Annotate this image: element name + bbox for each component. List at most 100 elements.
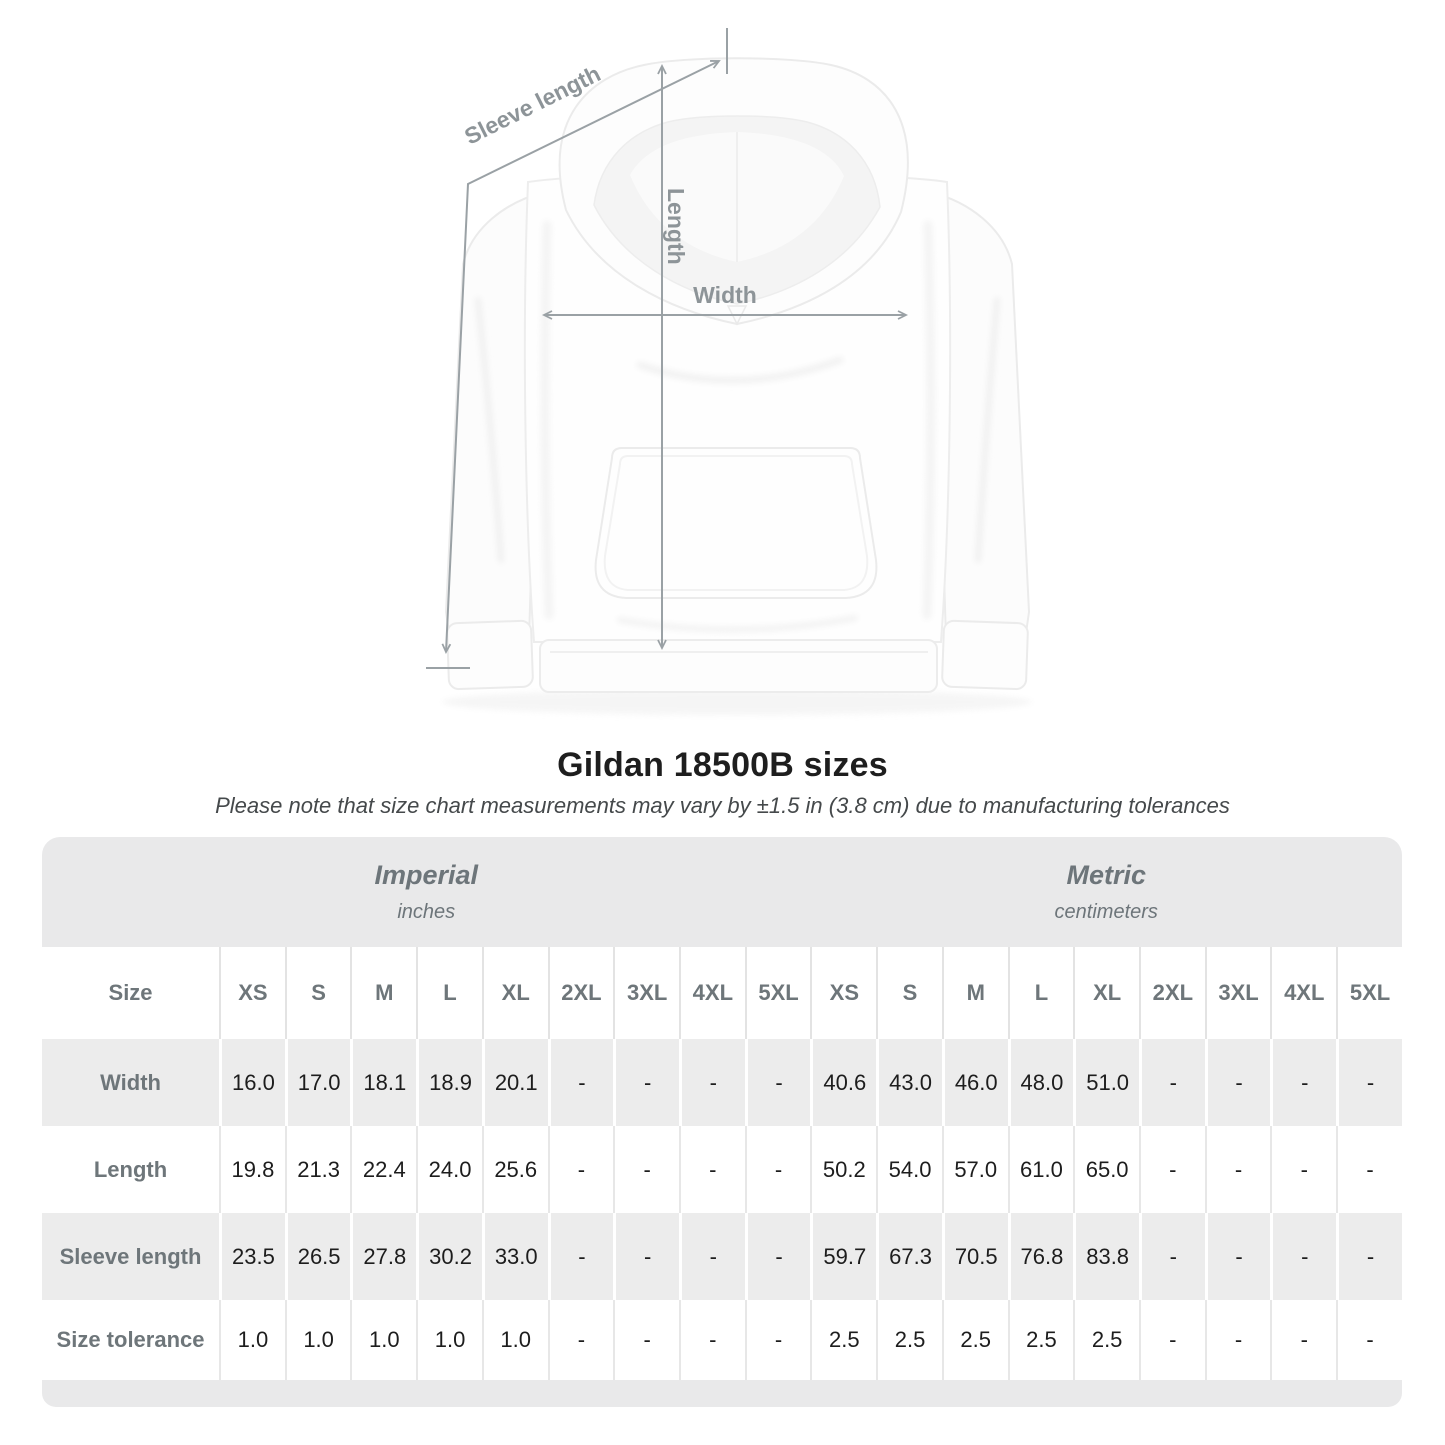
cell: - (744, 1213, 811, 1300)
cell: - (744, 1039, 811, 1126)
cell: - (678, 1213, 745, 1300)
cell: 18.9 (416, 1039, 482, 1126)
hem-band (539, 639, 938, 693)
cell: 40.6 (810, 1039, 877, 1126)
size-header: 5XL (1336, 947, 1402, 1039)
cell: 22.4 (350, 1126, 417, 1213)
cell: 43.0 (876, 1039, 942, 1126)
cell: - (613, 1213, 679, 1300)
cell: - (1270, 1039, 1337, 1126)
cell: 1.0 (416, 1300, 482, 1380)
size-header: S (284, 947, 351, 1039)
page-subtitle: Please note that size chart measurements… (215, 793, 1230, 818)
row-label-sleeve-length: Sleeve length (42, 1213, 220, 1300)
length-label: Length (663, 188, 689, 265)
cell: 25.6 (481, 1126, 548, 1213)
hoodie-diagram: Sleeve length Length Width (426, 28, 1032, 715)
hoodie-illustration (442, 57, 1032, 715)
size-header: XL (481, 947, 548, 1039)
cell: 19.8 (219, 1126, 285, 1213)
cell: - (1270, 1126, 1337, 1213)
cell: 48.0 (1007, 1039, 1074, 1126)
metric-subtitle: centimeters (1054, 900, 1158, 923)
size-header: 3XL (1204, 947, 1271, 1039)
cell: - (1336, 1126, 1402, 1213)
imperial-subtitle: inches (397, 900, 456, 923)
cell: 2.5 (1007, 1300, 1074, 1380)
cell: 21.3 (284, 1126, 351, 1213)
cell: 50.2 (810, 1126, 877, 1213)
cell: - (613, 1300, 679, 1380)
cell: 24.0 (416, 1126, 482, 1213)
cell: 17.0 (284, 1039, 351, 1126)
imperial-header: Imperial inches (42, 837, 811, 947)
cell: 61.0 (1007, 1126, 1074, 1213)
cell: 1.0 (284, 1300, 351, 1380)
cell: - (1270, 1300, 1337, 1380)
cell: - (744, 1126, 811, 1213)
cell: 1.0 (219, 1300, 285, 1380)
cell: 76.8 (1007, 1213, 1074, 1300)
cell: 2.5 (1073, 1300, 1139, 1380)
cell: - (547, 1039, 614, 1126)
cell: 1.0 (481, 1300, 548, 1380)
imperial-title: Imperial (374, 860, 478, 891)
cell: 83.8 (1073, 1213, 1139, 1300)
table-footer-row (42, 1380, 1402, 1407)
cell: - (1138, 1300, 1205, 1380)
size-header: XL (1073, 947, 1139, 1039)
size-header: XS (810, 947, 877, 1039)
size-header: S (876, 947, 942, 1039)
unit-header-row: Imperial inches Metric centimeters (42, 837, 1402, 947)
cell: 46.0 (941, 1039, 1008, 1126)
size-header: 5XL (744, 947, 811, 1039)
size-header: 2XL (1138, 947, 1205, 1039)
cell: - (1204, 1213, 1271, 1300)
table-row-size-tolerance: Size tolerance 1.0 1.0 1.0 1.0 1.0 - - -… (42, 1300, 1402, 1380)
size-header: L (416, 947, 482, 1039)
size-header: L (1007, 947, 1074, 1039)
cell: 2.5 (876, 1300, 942, 1380)
size-header: 3XL (613, 947, 679, 1039)
cell: - (613, 1039, 679, 1126)
size-header-row: Size XS S M L XL 2XL 3XL 4XL 5XL XS S M … (42, 947, 1402, 1039)
cell: 26.5 (284, 1213, 351, 1300)
cell: - (1336, 1300, 1402, 1380)
metric-title: Metric (1066, 860, 1146, 891)
kangaroo-pocket (594, 447, 878, 599)
cell: 23.5 (219, 1213, 285, 1300)
table-row-length: Length 19.8 21.3 22.4 24.0 25.6 - - - - … (42, 1126, 1402, 1213)
corner-header: Size (42, 947, 220, 1039)
cell: - (678, 1300, 745, 1380)
table-row-width: Width 16.0 17.0 18.1 18.9 20.1 - - - - 4… (42, 1039, 1402, 1126)
row-label-width: Width (42, 1039, 220, 1126)
cell: - (678, 1126, 745, 1213)
cell: 2.5 (941, 1300, 1008, 1380)
cell: 70.5 (941, 1213, 1008, 1300)
cell: - (547, 1126, 614, 1213)
cell: - (1204, 1039, 1271, 1126)
cell: - (613, 1126, 679, 1213)
cell: 30.2 (416, 1213, 482, 1300)
cell: 20.1 (481, 1039, 548, 1126)
cell: - (1270, 1213, 1337, 1300)
sleeve-length-arrow (441, 60, 721, 655)
cell: - (547, 1300, 614, 1380)
cell: - (678, 1039, 745, 1126)
cell: 65.0 (1073, 1126, 1139, 1213)
cell: 51.0 (1073, 1039, 1139, 1126)
cell: - (744, 1300, 811, 1380)
page-title: Gildan 18500B sizes (557, 746, 888, 784)
cell: 54.0 (876, 1126, 942, 1213)
cell: - (1336, 1213, 1402, 1300)
row-label-size-tolerance: Size tolerance (42, 1300, 220, 1380)
cell: 27.8 (350, 1213, 417, 1300)
cell: 16.0 (219, 1039, 285, 1126)
cell: 1.0 (350, 1300, 417, 1380)
cell: 33.0 (481, 1213, 548, 1300)
size-header: 2XL (547, 947, 614, 1039)
table-footer-band (42, 1380, 1402, 1407)
right-cuff (941, 619, 1029, 691)
cell: 57.0 (941, 1126, 1008, 1213)
size-header: 4XL (1270, 947, 1337, 1039)
